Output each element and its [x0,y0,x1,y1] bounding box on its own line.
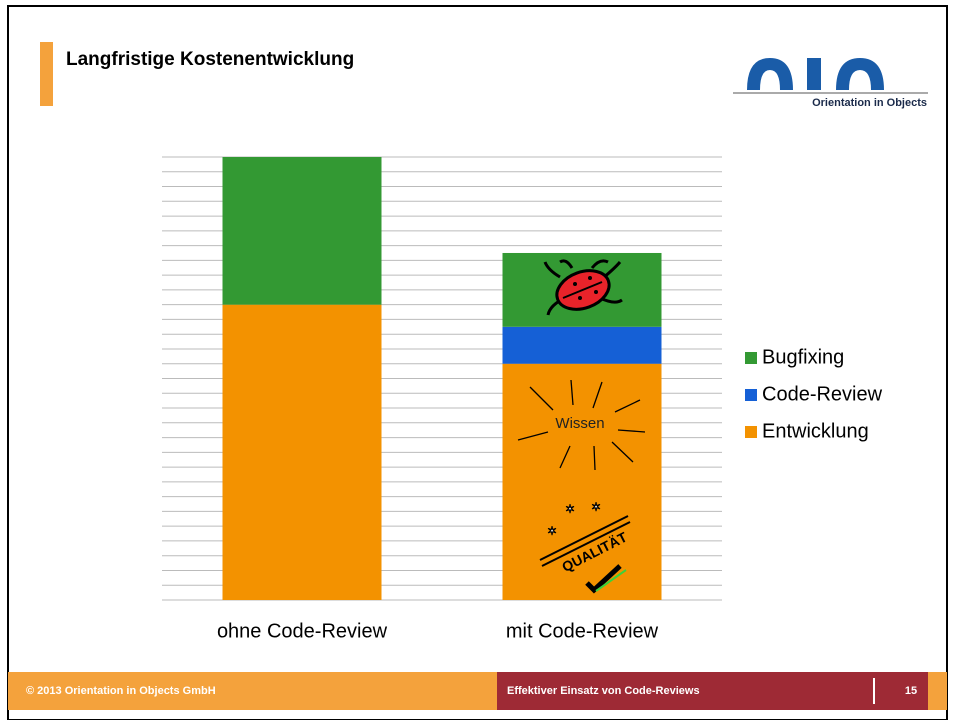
footer-topic: Effektiver Einsatz von Code-Reviews [507,685,700,697]
logo-text: Orientation in Objects [812,97,927,109]
bar-segment [223,305,382,600]
annotation: Wissen [555,415,604,432]
legend-label: Code-Review [762,383,883,405]
title-accent [40,42,53,106]
page-number: 15 [905,685,917,697]
svg-text:✶: ✶ [547,524,557,538]
legend-swatch [745,426,757,438]
svg-text:✶: ✶ [591,500,601,514]
legend-label: Entwicklung [762,420,869,442]
legend-swatch [745,352,757,364]
footer-copyright: © 2013 Orientation in Objects GmbH [26,685,216,697]
legend-swatch [745,389,757,401]
svg-text:✶: ✶ [565,502,575,516]
logo-i [807,58,821,90]
x-tick-label: mit Code-Review [506,620,659,642]
slide: Langfristige Kostenentwicklung Orientati… [0,0,955,720]
bar-segment [223,157,382,305]
slide-title: Langfristige Kostenentwicklung [66,49,354,70]
x-tick-label: ohne Code-Review [217,620,388,642]
legend-label: Bugfixing [762,346,844,368]
bar-segment [503,327,662,364]
